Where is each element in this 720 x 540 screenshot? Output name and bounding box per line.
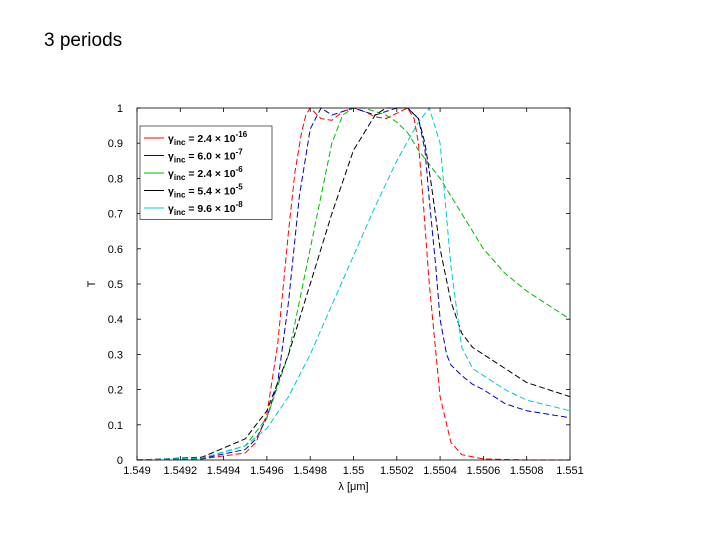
legend-entry: γinc = 5.4 × 10-5 bbox=[168, 183, 243, 200]
x-axis-label: λ [μm] bbox=[338, 481, 368, 493]
x-tick-label: 1.5506 bbox=[467, 465, 501, 477]
y-tick-label: 0.4 bbox=[108, 314, 123, 326]
series-line-1 bbox=[136, 107, 570, 461]
legend-entry: γinc = 6.0 × 10-7 bbox=[168, 148, 243, 165]
x-tick-label: 1.5498 bbox=[293, 465, 327, 477]
x-tick-label: 1.5496 bbox=[250, 465, 284, 477]
y-tick-label: 0.2 bbox=[108, 385, 123, 397]
y-axis-label: T bbox=[86, 280, 98, 287]
y-tick-label: 1 bbox=[117, 103, 123, 115]
y-tick-label: 0.9 bbox=[108, 138, 123, 150]
y-tick-label: 0.5 bbox=[108, 279, 123, 291]
legend-entry: γinc = 2.4 × 10-16 bbox=[168, 130, 248, 147]
x-tick-label: 1.551 bbox=[556, 465, 584, 477]
x-tick-label: 1.55 bbox=[343, 465, 364, 477]
series-line-5 bbox=[136, 106, 571, 461]
slide-title: 3 periods bbox=[44, 30, 123, 51]
y-tick-label: 0.3 bbox=[108, 349, 123, 361]
x-tick-label: 1.5504 bbox=[423, 465, 457, 477]
y-tick-label: 0.7 bbox=[108, 209, 123, 221]
legend-entry: γinc = 9.6 × 10-8 bbox=[168, 200, 243, 217]
y-tick-label: 0.1 bbox=[108, 420, 123, 432]
series-line-3 bbox=[136, 107, 571, 461]
series-line-2 bbox=[136, 107, 571, 461]
x-tick-label: 1.5494 bbox=[207, 465, 241, 477]
x-tick-label: 1.549 bbox=[123, 465, 151, 477]
x-tick-label: 1.5492 bbox=[163, 465, 197, 477]
y-tick-label: 0 bbox=[117, 455, 123, 467]
legend-entry: γinc = 2.4 × 10-6 bbox=[168, 165, 243, 182]
y-tick-label: 0.6 bbox=[108, 244, 123, 256]
x-tick-label: 1.5502 bbox=[380, 465, 414, 477]
y-tick-label: 0.8 bbox=[108, 173, 123, 185]
x-tick-label: 1.5508 bbox=[510, 465, 544, 477]
